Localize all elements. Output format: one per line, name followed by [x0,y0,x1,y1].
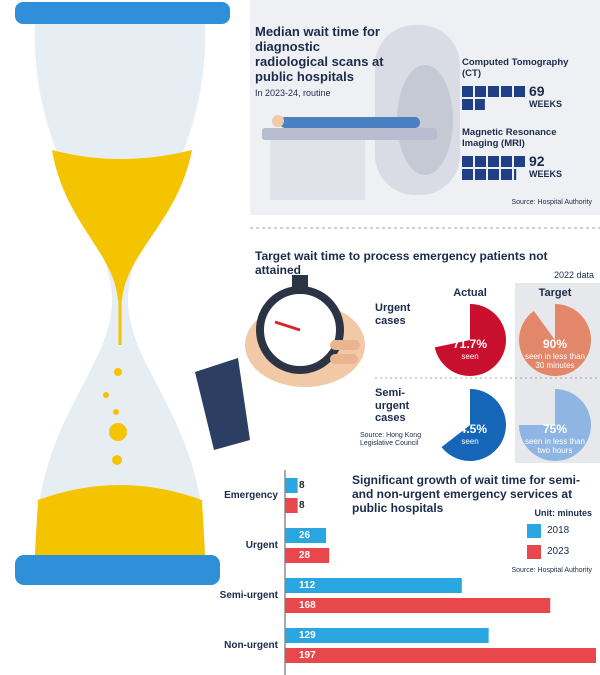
stopwatch-hand [274,320,301,332]
waffle-square [462,86,473,97]
value-label: 92 [529,153,545,169]
value-label: 75% [542,422,568,436]
caption: seen [461,437,479,446]
sand-top [52,150,192,300]
category-label: Urgent [245,540,278,551]
pie-sector [434,304,507,376]
category-label: Magnetic Resonance Imaging (MRI) [462,127,557,149]
finger [330,340,360,350]
sand-bottom [35,485,205,555]
value-label: 129 [299,630,316,641]
value-label: 168 [299,600,316,611]
waffle-square [488,86,499,97]
value-label: 71.7% [452,337,488,351]
category-label: Emergency [224,490,278,501]
category-label: Computed Tomography (CT) [462,57,569,79]
waffle-square [501,86,512,97]
value-label: 90% [542,337,568,351]
waffle-square [462,169,473,180]
caption: seen in less than two hours [524,437,586,456]
value-label: 8 [299,500,305,511]
sand-dot [112,455,122,465]
value-label: 28 [299,550,311,561]
waffle-square [488,156,499,167]
value-label: 69 [529,83,545,99]
value-label: 112 [299,580,316,591]
waffle-square [475,86,486,97]
legend-swatch [527,545,541,559]
bar [285,648,596,663]
title: Target wait time to process emergency pa… [255,249,548,277]
bar [285,478,298,493]
hourglass-cap [15,555,220,585]
waffle-square [488,169,499,180]
unit: Unit: minutes [534,508,593,518]
waffle-square [514,86,525,97]
legend-label: 2018 [547,525,570,536]
bar [285,498,298,513]
patient-head [272,115,284,127]
value-label: 64.5% [452,422,488,436]
sand-dot [113,409,119,415]
pie-sector [519,389,591,461]
note: 2022 data [553,270,594,280]
stopwatch-button [292,275,308,287]
sand-dot [103,392,109,398]
source: Source: Hospital Authority [511,567,592,574]
scanner-bed [262,128,437,140]
row-label: Urgent cases [375,302,411,327]
column-header: Target [538,287,572,299]
legend-swatch [527,524,541,538]
bar [285,628,489,643]
title: Significant growth of wait time for semi… [352,473,581,515]
unit-label: WEEKS [529,169,563,179]
waffle-square [501,156,512,167]
value-label: 8 [299,480,305,491]
bar [285,528,327,543]
waffle-square [475,99,485,110]
patient [280,117,420,128]
row-label: Semi-urgent cases [375,387,410,425]
bar [285,578,462,593]
hourglass-cap [15,2,230,24]
caption: seen [461,352,479,361]
category-label: Non-urgent [224,640,278,651]
scanner-bore [397,65,453,175]
subtitle: In 2023-24, routine [255,88,331,98]
waffle-square [514,169,517,180]
value-label: 26 [299,530,311,541]
source: Source: Hong Kong Legislative Council [360,432,422,448]
waffle-square [501,169,512,180]
value-label: 197 [299,650,316,661]
pie-sector [519,304,591,376]
unit-label: WEEKS [529,99,563,109]
bar [285,598,551,613]
finger [330,354,358,364]
title: Median wait time for diagnostic radiolog… [255,24,384,84]
waffle-square [462,156,473,167]
sand-dot [114,368,122,376]
waffle-square [475,169,486,180]
pie-sector [441,389,506,461]
waffle-square [462,99,473,110]
sand-dot [109,423,127,441]
legend-label: 2023 [547,546,570,557]
scanner-bed-base [270,140,365,200]
category-label: Semi-urgent [219,590,278,601]
source: Source: Hospital Authority [511,199,592,206]
waffle-square [514,156,525,167]
waffle-square [475,156,486,167]
column-header: Actual [453,287,487,299]
sleeve [195,358,250,450]
caption: seen in less than 30 minutes [524,352,586,371]
bar [285,548,330,563]
